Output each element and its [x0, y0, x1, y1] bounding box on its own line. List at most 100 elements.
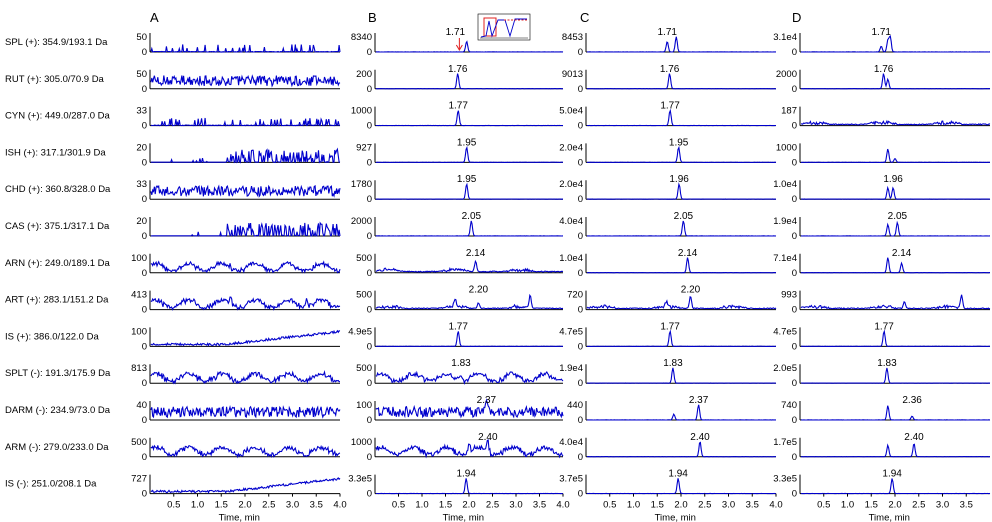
- y-zero-label: 0: [142, 489, 147, 500]
- x-tick-label: 1.5: [865, 500, 878, 511]
- analyte-label: IS (-): 251.0/208.1 Da: [5, 479, 97, 490]
- peak-retention-label: 1.96: [883, 174, 903, 185]
- x-axis-title: Time, min: [443, 513, 484, 522]
- y-max-label: 2000: [776, 69, 797, 80]
- y-max-label: 4.7e5: [773, 326, 797, 337]
- peak-retention-label: 2.37: [477, 395, 497, 406]
- y-max-label: 8340: [351, 32, 372, 43]
- y-zero-label: 0: [142, 84, 147, 95]
- x-tick-label: 1.5: [215, 500, 228, 511]
- y-zero-label: 0: [578, 415, 583, 426]
- x-axis-title: Time, min: [655, 513, 696, 522]
- chromatogram-trace: [375, 398, 564, 419]
- chromatogram-trace: [801, 73, 991, 90]
- x-tick-label: 3.0: [722, 500, 735, 511]
- y-zero-label: 0: [367, 268, 372, 279]
- peak-retention-label: 2.14: [466, 248, 486, 259]
- y-zero-label: 0: [142, 452, 147, 463]
- y-zero-label: 0: [578, 157, 583, 168]
- chromatogram-trace: [375, 439, 564, 459]
- y-max-label: 4.0e4: [559, 437, 583, 448]
- y-max-label: 3.3e5: [773, 474, 797, 485]
- chromatogram-trace: [800, 119, 991, 126]
- y-max-label: 927: [356, 142, 372, 153]
- chromatogram-trace: [800, 405, 991, 421]
- y-zero-label: 0: [367, 378, 372, 389]
- x-tick-label: 2.0: [462, 500, 475, 511]
- x-tick-label: 0.5: [167, 500, 180, 511]
- y-max-label: 720: [567, 290, 583, 301]
- y-max-label: 20: [136, 142, 147, 153]
- y-zero-label: 0: [367, 84, 372, 95]
- y-zero-label: 0: [792, 378, 797, 389]
- y-max-label: 740: [781, 400, 797, 411]
- y-zero-label: 0: [792, 231, 797, 242]
- peak-retention-label: 1.83: [663, 358, 683, 369]
- chromatogram-trace: [586, 404, 776, 421]
- y-max-label: 1.9e4: [559, 363, 583, 374]
- x-tick-label: 2.0: [674, 500, 687, 511]
- y-zero-label: 0: [792, 305, 797, 316]
- x-tick-label: 1.5: [439, 500, 452, 511]
- y-zero-label: 0: [367, 305, 372, 316]
- y-zero-label: 0: [578, 305, 583, 316]
- y-max-label: 500: [356, 290, 372, 301]
- x-tick-label: 3.5: [746, 500, 759, 511]
- chromatogram-trace: [800, 329, 991, 347]
- y-max-label: 100: [131, 326, 147, 337]
- y-max-label: 1.0e4: [559, 253, 583, 264]
- marker-arrow-head: [455, 44, 463, 51]
- peak-retention-label: 1.95: [457, 174, 477, 185]
- y-zero-label: 0: [142, 121, 147, 132]
- chromatogram-trace: [375, 331, 564, 347]
- chromatogram-trace: [801, 257, 990, 274]
- y-max-label: 4.7e5: [559, 326, 583, 337]
- y-max-label: 1000: [351, 106, 372, 117]
- chromatogram-trace: [586, 182, 777, 200]
- y-max-label: 2.0e4: [559, 179, 583, 190]
- y-max-label: 1780: [351, 179, 372, 190]
- y-zero-label: 0: [792, 341, 797, 352]
- y-max-label: 1.9e4: [773, 216, 797, 227]
- x-axis-title: Time, min: [219, 513, 260, 522]
- peak-retention-label: 1.95: [669, 137, 689, 148]
- x-tick-label: 0.5: [817, 500, 830, 511]
- x-tick-label: 1.5: [651, 500, 664, 511]
- chromatogram-trace: [375, 145, 564, 163]
- y-max-label: 813: [131, 363, 147, 374]
- y-max-label: 1.7e5: [773, 437, 797, 448]
- y-zero-label: 0: [142, 341, 147, 352]
- y-max-label: 440: [567, 400, 583, 411]
- y-zero-label: 0: [578, 231, 583, 242]
- x-tick-label: 2.0: [238, 500, 251, 511]
- peak-retention-label: 2.37: [689, 395, 709, 406]
- y-zero-label: 0: [578, 452, 583, 463]
- peak-retention-label: 1.71: [871, 27, 891, 38]
- x-tick-label: 4.0: [333, 500, 346, 511]
- chromatogram-trace: [375, 293, 563, 310]
- chromatogram-trace: [586, 441, 777, 458]
- y-zero-label: 0: [142, 415, 147, 426]
- y-zero-label: 0: [792, 84, 797, 95]
- chromatogram-trace: [150, 444, 341, 459]
- y-max-label: 200: [356, 69, 372, 80]
- analyte-label: RUT (+): 305.0/70.9 Da: [5, 74, 105, 85]
- y-max-label: 5.0e4: [559, 106, 583, 117]
- y-max-label: 100: [356, 400, 372, 411]
- y-zero-label: 0: [142, 157, 147, 168]
- analyte-label: ARM (-): 279.0/233.0 Da: [5, 442, 109, 453]
- y-max-label: 4.0e4: [559, 216, 583, 227]
- chromatogram-trace: [150, 260, 341, 274]
- analyte-label: SPLT (-): 191.3/175.9 Da: [5, 368, 111, 379]
- panel-letter-A: A: [150, 10, 159, 25]
- chromatogram-trace: [150, 296, 341, 311]
- y-zero-label: 0: [142, 268, 147, 279]
- y-max-label: 8453: [562, 32, 583, 43]
- y-zero-label: 0: [792, 489, 797, 500]
- peak-retention-label: 1.71: [657, 27, 677, 38]
- y-max-label: 50: [136, 32, 147, 43]
- y-zero-label: 0: [367, 415, 372, 426]
- x-tick-label: 1.0: [627, 500, 640, 511]
- y-max-label: 9013: [562, 69, 583, 80]
- peak-retention-label: 1.76: [448, 64, 468, 75]
